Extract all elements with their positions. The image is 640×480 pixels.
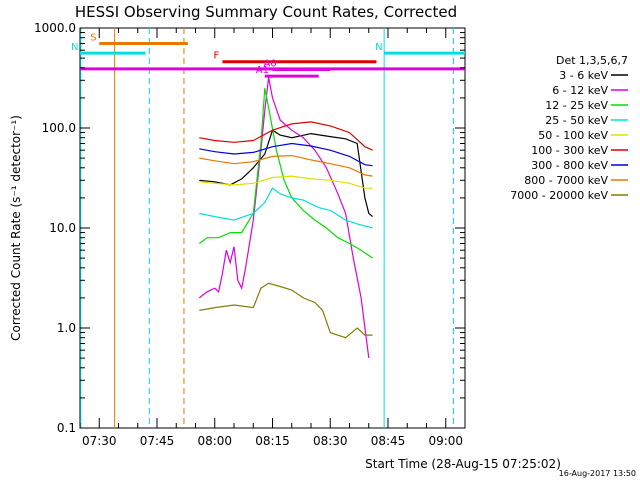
x-tick-label-08-30: 08:30 [313,434,348,448]
series-line-800-7000-kev [199,154,373,177]
y-tick-label-1-0: 1.0 [57,321,76,335]
legend-label-800-7000-kev: 800 - 7000 keV [524,174,608,187]
series-line-50-100-kev [199,175,373,189]
data-series [198,77,373,359]
x-tick-label-07-30: 07:30 [82,434,117,448]
flag-label-s-0: S [90,32,96,43]
flag-label-a1-6: A1 [256,65,269,76]
timestamp: 16-Aug-2017 13:50 [559,469,636,478]
flag-label-f-3: F [213,51,219,62]
x-tick-label-08-45: 08:45 [371,434,406,448]
legend-label-100-300-kev: 100 - 300 keV [531,144,608,157]
y-tick-label-100-0: 100.0 [42,121,76,135]
flag-label-a0-5: A0 [264,58,277,69]
flag-label-n-1: N [71,42,78,53]
plot-frame [79,27,466,429]
legend-title: Det 1,3,5,6,7 [556,54,628,67]
legend: Det 1,3,5,6,7 3 - 6 keV 6 - 12 keV 12 - 25… [510,54,628,202]
legend-label-3-6-kev: 3 - 6 keV [559,69,608,82]
series-line-100-300-kev [199,121,373,151]
series-line-300-800-kev [199,142,373,167]
x-tick-label-08-00: 08:00 [197,434,232,448]
legend-label-6-12-kev: 6 - 12 keV [552,84,608,97]
series-line-6-12-kev [198,77,370,359]
y-axis-ticks: 0.1 1.0 10.0 100.0 1000.0 [34,21,465,435]
series-line-7000-20000-kev [199,282,373,339]
flag-label-n-2: N [375,42,382,53]
legend-label-7000-20000-kev: 7000 - 20000 keV [510,189,608,202]
x-tick-label-09-00: 09:00 [428,434,463,448]
series-line-3-6-kev [199,129,373,218]
legend-label-300-800-kev: 300 - 800 keV [531,159,608,172]
legend-label-12-25-kev: 12 - 25 keV [545,99,608,112]
y-tick-label-0-1: 0.1 [57,421,76,435]
x-axis-label: Start Time (28-Aug-15 07:25:02) [365,457,561,471]
x-tick-label-07-45: 07:45 [140,434,175,448]
y-tick-label-1000-0: 1000.0 [34,21,76,35]
legend-label-50-100-kev: 50 - 100 keV [538,129,608,142]
x-tick-label-08-15: 08:15 [255,434,290,448]
x-axis-ticks: 07:30 07:45 08:00 08:15 08:30 08:45 09:00 [79,28,466,448]
time-markers [80,28,454,428]
y-axis-label: Corrected Count Rate (s⁻¹ detector⁻¹) [9,115,23,341]
y-tick-label-10-0: 10.0 [49,221,76,235]
series-line-12-25-kev [198,88,373,259]
legend-label-25-50-kev: 25 - 50 keV [545,114,608,127]
chart-title: HESSI Observing Summary Count Rates, Cor… [75,3,457,21]
series-line-25-50-kev [199,187,373,229]
